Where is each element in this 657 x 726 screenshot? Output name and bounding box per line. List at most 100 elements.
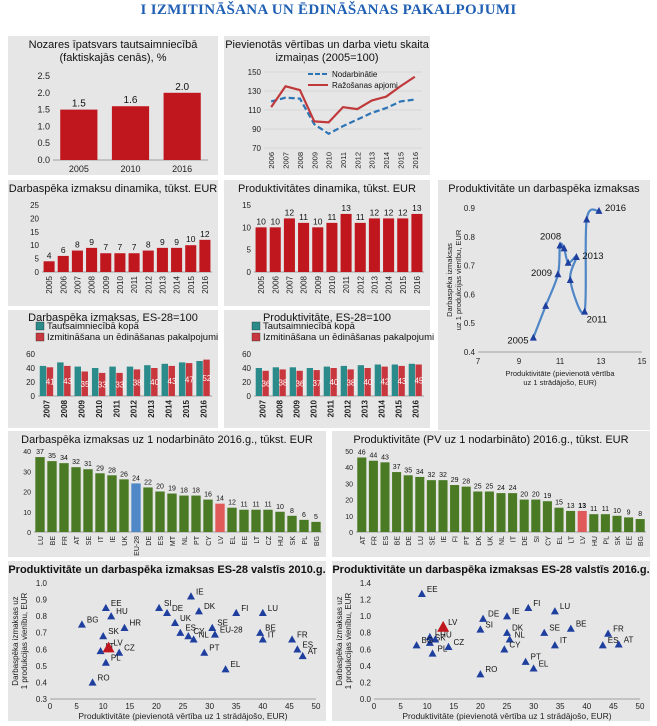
data-label: 37	[393, 464, 401, 471]
panel-share-of-economy: Nozares īpatsvars tautsaimniecībā (fakti…	[8, 36, 218, 175]
data-label: 37	[36, 449, 44, 456]
bar	[415, 476, 425, 532]
y-tick-label: 0.8	[464, 233, 476, 242]
bar	[59, 463, 69, 532]
data-label: 19	[168, 486, 176, 493]
point-label: BG	[87, 615, 99, 624]
bar	[381, 366, 388, 396]
data-label: 22	[144, 479, 152, 486]
data-point	[88, 678, 97, 686]
annotation-label: 2009	[531, 268, 552, 279]
y-axis-label: uz 1 produkcijas vienību, EUR	[454, 229, 463, 330]
x-tick-label: 2008	[300, 275, 309, 293]
x-tick-label: 2016	[201, 275, 210, 293]
legend-swatch	[251, 321, 261, 331]
x-tick-label: 2016	[199, 399, 208, 417]
bar	[171, 247, 183, 272]
point-label: ES	[302, 640, 313, 649]
data-label: 45	[414, 376, 423, 385]
bar	[612, 515, 622, 532]
x-tick-label: 9	[517, 357, 522, 366]
y-tick-label: 0	[247, 392, 252, 401]
data-label: 18	[192, 488, 200, 495]
y-tick-label: 60	[26, 350, 35, 359]
data-point	[210, 630, 219, 638]
y-tick-label: 0.5	[37, 138, 50, 148]
point-label: ES	[608, 636, 619, 645]
point-label: UK	[180, 614, 192, 623]
data-point	[554, 270, 562, 278]
data-point	[564, 258, 572, 266]
y-tick-label: 110	[248, 106, 261, 115]
data-label: 36	[295, 379, 304, 388]
bar	[589, 514, 599, 532]
bar	[57, 362, 64, 396]
data-label: 16	[204, 492, 212, 499]
data-label: 13	[567, 503, 575, 510]
bar	[263, 509, 273, 532]
y-tick-label: 150	[248, 68, 262, 77]
data-point	[115, 648, 124, 656]
bar	[144, 365, 151, 396]
y-tick-label: 0.8	[360, 629, 372, 638]
point-label: SE	[217, 619, 228, 628]
data-point	[425, 638, 434, 646]
data-label: 40	[150, 378, 159, 387]
data-label: 10	[276, 504, 284, 511]
x-tick-label: 10	[423, 702, 432, 711]
x-tick-label: 2009	[102, 275, 111, 293]
x-tick-label: 2012	[356, 275, 365, 293]
bar	[39, 365, 47, 396]
data-label: 12	[285, 207, 295, 217]
data-label: 12	[384, 207, 394, 217]
data-point	[595, 206, 603, 214]
y-tick-label: 2.0	[37, 88, 50, 98]
data-label: 41	[46, 378, 55, 387]
data-label: 10	[256, 216, 266, 226]
data-label: 33	[115, 380, 124, 389]
data-label: 1.5	[72, 99, 86, 110]
data-point	[298, 651, 307, 660]
bar	[577, 510, 587, 532]
bar	[178, 362, 186, 396]
y-tick-label: 30	[23, 469, 31, 476]
bar	[519, 499, 529, 532]
point-label: EL	[539, 659, 549, 668]
data-point	[293, 645, 302, 653]
bar	[269, 227, 281, 272]
chart-labour-cost-countries: 0 10 20 30 40 37 LU 35 BE 34 FR 32 AT 31 SE 29 IT 28 IE 26 U…	[23, 449, 322, 556]
data-point	[99, 632, 108, 640]
y-tick-label: 130	[248, 87, 262, 96]
y-tick-label: 1.4	[360, 579, 372, 588]
bar	[168, 365, 175, 396]
y-axis-label: Darbaspēka izmaksas uz	[335, 596, 344, 685]
point-label: PL	[111, 654, 121, 663]
x-tick-label: DK	[476, 536, 483, 546]
bar	[163, 92, 201, 160]
y-tick-label: 0	[349, 530, 353, 537]
y-tick-label: 10	[23, 510, 31, 517]
x-tick-label: 20	[152, 702, 161, 711]
y-tick-label: 0.0	[360, 695, 372, 704]
chart-title: Nozares īpatsvars tautsaimniecībā (fakti…	[28, 39, 198, 64]
data-point	[505, 635, 514, 643]
legend-label: Tautsaimniecībā kopā	[47, 321, 140, 332]
x-tick-label: 40	[258, 702, 267, 711]
x-tick-label: IE	[441, 536, 448, 543]
data-label: 29	[96, 465, 104, 472]
data-label: 35	[81, 380, 90, 389]
data-point	[604, 629, 613, 637]
bar	[542, 501, 552, 532]
data-point	[412, 641, 421, 649]
y-tick-label: 0	[31, 392, 36, 401]
bar	[60, 109, 98, 160]
data-point	[556, 241, 564, 249]
data-label: 40	[329, 378, 338, 387]
chart-title: Produktivitāte, ES-28=100	[262, 312, 392, 324]
annotation-label: 2013	[582, 251, 603, 262]
x-tick-label: BG	[314, 536, 321, 546]
x-tick-label: 15	[638, 357, 647, 366]
data-label: 9	[89, 237, 94, 247]
bar	[126, 366, 134, 396]
point-label: NL	[515, 630, 526, 639]
